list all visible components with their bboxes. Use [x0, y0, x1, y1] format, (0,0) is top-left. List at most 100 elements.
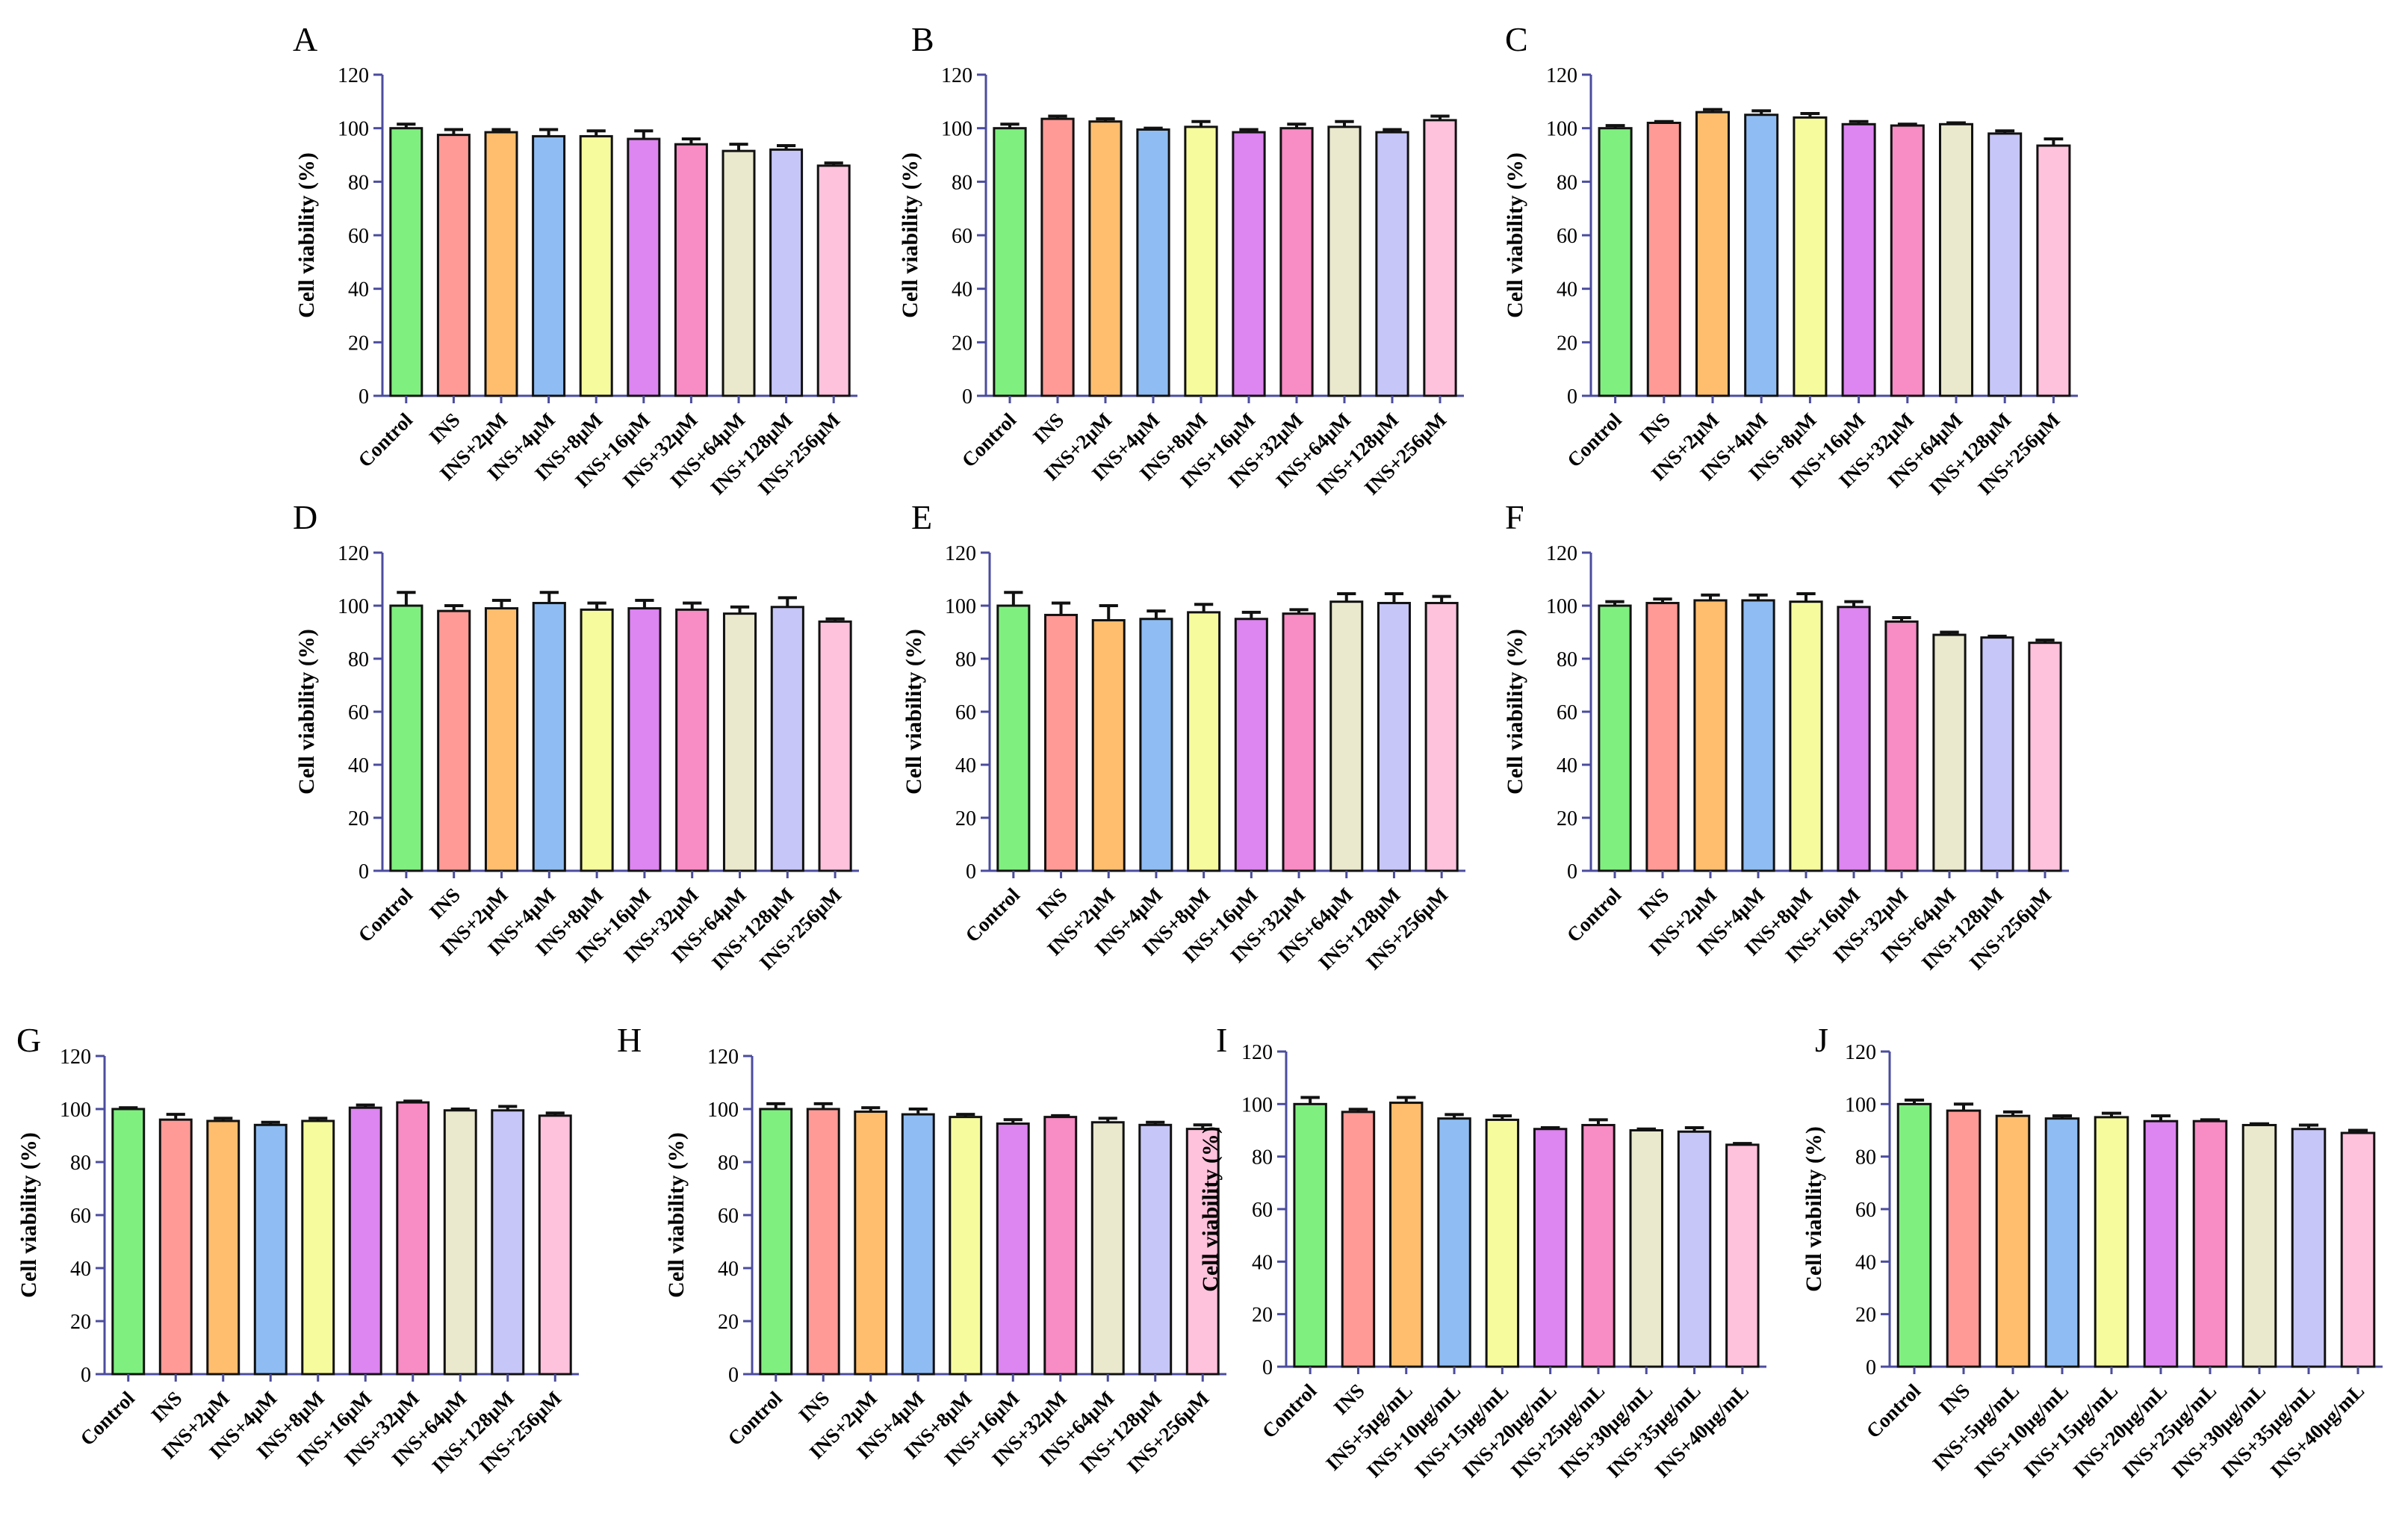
y-axis-label: Cell viability (%)	[902, 629, 926, 795]
bar	[1423, 119, 1457, 397]
bar	[1890, 124, 1925, 397]
y-tick-label: 120	[1845, 1041, 1876, 1064]
bar	[1234, 618, 1268, 872]
y-tick-label: 40	[1252, 1251, 1273, 1274]
y-tick-label: 120	[945, 542, 976, 565]
bar	[396, 1101, 430, 1376]
y-tick-label: 80	[1557, 171, 1577, 194]
panel-letter: F	[1505, 498, 1524, 536]
y-tick-label: 80	[70, 1152, 91, 1175]
bar	[579, 134, 613, 397]
y-tick-label: 100	[1546, 595, 1577, 618]
bar	[722, 149, 756, 397]
bar	[1938, 122, 1974, 397]
y-tick-label: 20	[952, 332, 972, 355]
bar	[2241, 1123, 2277, 1368]
panel-letter: B	[911, 20, 934, 58]
y-tick-label: 40	[348, 754, 369, 777]
y-tick-label: 80	[952, 171, 972, 194]
y-tick-label: 20	[70, 1311, 91, 1334]
panel-J: J 0 20 40 60 80 100 120 Cell viability (%) Contro…	[1802, 1021, 2383, 1482]
panel-letter: D	[293, 498, 317, 536]
bar	[996, 1122, 1030, 1376]
panel-G: G 0 20 40 60 80 100 120 Cell viability (%) Contro…	[16, 1021, 579, 1477]
bar	[532, 134, 566, 397]
bar	[1932, 633, 1967, 872]
bar	[1629, 1129, 1663, 1368]
panel-I: I 0 20 40 60 80 100 120 Cell viability (%) Contro…	[1198, 1021, 1766, 1482]
y-tick-label: 120	[1241, 1041, 1273, 1064]
bar	[1091, 619, 1126, 872]
bar	[1329, 600, 1364, 872]
y-axis-label: Cell viability (%)	[294, 152, 319, 318]
bar	[1987, 132, 2023, 397]
bar	[301, 1119, 335, 1376]
bar	[532, 601, 566, 872]
panel-D: D 0 20 40 60 80 100 120 Cell viability (%) Contro…	[293, 498, 859, 974]
panel-letter: G	[16, 1021, 41, 1059]
y-tick-label: 20	[1557, 807, 1577, 830]
x-tick-label: Control	[958, 409, 1021, 472]
bar	[759, 1108, 793, 1376]
y-tick-label: 60	[718, 1205, 739, 1228]
y-tick-label: 60	[952, 225, 972, 248]
y-tick-label: 0	[962, 385, 972, 409]
y-tick-label: 80	[718, 1152, 739, 1175]
x-tick-label: INS	[1934, 1379, 1974, 1419]
x-tick-label: INS	[1028, 409, 1068, 448]
panel-A: A 0 20 40 60 80 100 120 Cell viability (%) Contro…	[293, 20, 857, 499]
panel-letter: C	[1505, 20, 1528, 58]
y-tick-label: 80	[348, 648, 369, 671]
y-tick-label: 0	[81, 1364, 91, 1387]
bar	[627, 607, 662, 872]
y-tick-label: 60	[1252, 1199, 1273, 1222]
x-tick-label: INS	[1329, 1379, 1369, 1419]
y-tick-label: 0	[359, 385, 369, 409]
bar	[993, 127, 1027, 397]
y-tick-label: 100	[1241, 1093, 1273, 1117]
y-tick-label: 120	[941, 64, 972, 87]
y-axis-label: Cell viability (%)	[1503, 629, 1527, 795]
bar	[1341, 1111, 1376, 1368]
bar	[1581, 1123, 1616, 1368]
x-tick-label: Control	[723, 1387, 786, 1450]
panel-E: E 0 20 40 60 80 100 120 Cell viability (%) Contro…	[902, 498, 1465, 974]
x-tick-label: Control	[1563, 409, 1626, 472]
bar	[1184, 125, 1218, 397]
y-tick-label: 100	[338, 118, 369, 141]
y-tick-label: 40	[718, 1258, 739, 1281]
panel-letter: A	[293, 20, 317, 58]
bar	[1232, 131, 1266, 397]
y-tick-label: 20	[348, 807, 369, 830]
y-tick-label: 80	[955, 648, 976, 671]
bar	[1884, 620, 1919, 872]
bar	[348, 1106, 382, 1376]
y-axis-label: Cell viability (%)	[1503, 152, 1527, 318]
y-tick-label: 40	[1557, 754, 1577, 777]
y-tick-label: 60	[348, 225, 369, 248]
bar	[854, 1111, 888, 1376]
bar	[1040, 117, 1075, 397]
bar	[949, 1116, 983, 1376]
y-tick-label: 40	[952, 279, 972, 302]
bar	[1677, 1130, 1712, 1368]
y-axis-label: Cell viability (%)	[1198, 1126, 1223, 1292]
y-tick-label: 40	[1557, 279, 1577, 302]
x-tick-label: INS	[1032, 883, 1072, 923]
y-tick-label: 80	[1252, 1146, 1273, 1170]
y-tick-label: 80	[1855, 1146, 1876, 1170]
y-tick-label: 60	[1557, 225, 1577, 248]
y-tick-label: 60	[955, 701, 976, 724]
bar	[1377, 601, 1411, 872]
bar	[437, 609, 471, 872]
y-tick-label: 20	[718, 1311, 739, 1334]
y-tick-label: 80	[348, 171, 369, 194]
x-tick-label: Control	[1563, 883, 1626, 947]
y-tick-label: 20	[1252, 1304, 1273, 1327]
x-tick-label: Control	[1258, 1379, 1321, 1443]
bar	[1995, 1114, 2031, 1368]
y-axis-label: Cell viability (%)	[898, 152, 922, 318]
y-tick-label: 40	[70, 1258, 91, 1281]
y-tick-label: 120	[60, 1046, 91, 1069]
